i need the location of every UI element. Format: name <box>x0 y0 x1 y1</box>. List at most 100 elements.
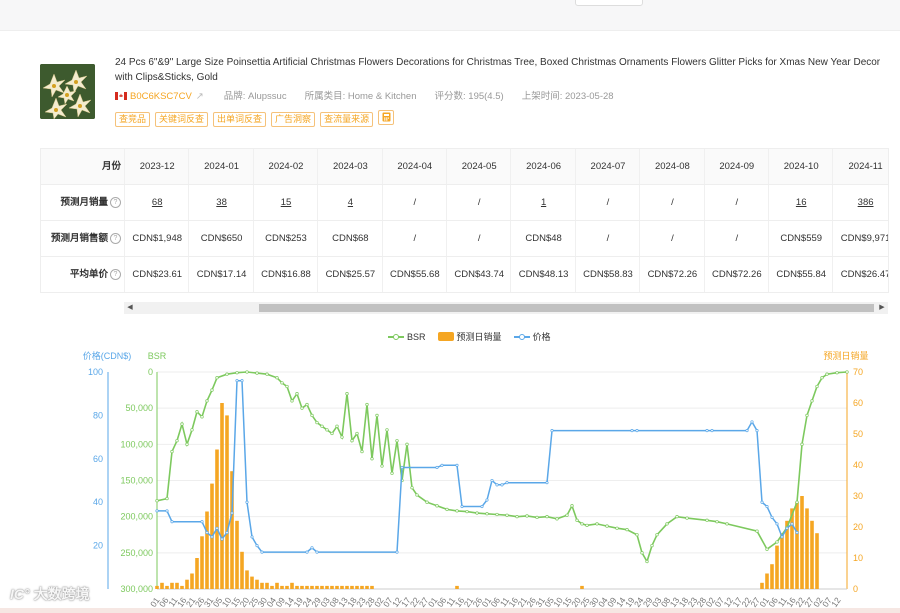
bsr-point <box>675 515 679 519</box>
product-title[interactable]: 24 Pcs 6"&9" Large Size Poinsettia Artif… <box>115 57 881 83</box>
scrollbar-thumb[interactable] <box>259 304 874 312</box>
bsr-point <box>380 464 384 468</box>
row-label-monthly-revenue: 预测月销售额? <box>41 221 121 256</box>
price-point <box>155 509 159 513</box>
tag-ad-insight[interactable]: 广告洞察 <box>271 112 316 127</box>
scroll-left-icon[interactable]: ◀ <box>127 304 133 311</box>
bsr-point <box>330 431 334 436</box>
bsr-point <box>405 442 409 446</box>
daily-sales-bar <box>780 533 784 589</box>
daily-sales-bar <box>195 558 199 589</box>
bsr-point <box>310 413 314 418</box>
table-cell[interactable]: 4 <box>317 185 382 220</box>
table-cell: CDN$55.68 <box>381 257 447 292</box>
scroll-right-icon[interactable]: ▶ <box>879 304 885 311</box>
table-cell: CDN$25.57 <box>317 257 382 292</box>
legend-item-price[interactable]: 价格 <box>513 330 551 343</box>
price-tick-label: 100 <box>88 367 103 377</box>
daily-sales-bar <box>160 582 164 589</box>
month-header-cell: 2024-11 <box>832 149 888 184</box>
daily-sales-bar <box>795 502 799 589</box>
daily-sales-bar <box>185 579 189 589</box>
daily-sales-bar <box>370 585 374 589</box>
asin-link[interactable]: B0C6KSC7CV <box>130 91 192 102</box>
daily-sales-bar <box>240 551 244 589</box>
rating-text: 评分数: 195(4.5) <box>434 91 504 102</box>
bsr-point <box>445 507 449 512</box>
bsr-point <box>505 513 509 517</box>
bsr-point <box>640 551 644 555</box>
table-cell[interactable]: 38 <box>188 185 253 220</box>
bsr-point <box>245 370 249 374</box>
bsr-point <box>415 493 419 497</box>
table-row: 预测月销量? 68 38 15 4//1///16 386 <box>41 185 888 221</box>
price-point <box>440 463 444 467</box>
price-point <box>240 379 244 383</box>
chart-canvas: 价格(CDN$) BSR 预测日销量10080604020050,000100,00… <box>83 350 869 609</box>
table-cell: CDN$23.61 <box>124 257 189 292</box>
bsr-point <box>515 515 519 519</box>
table-cell: CDN$72.26 <box>639 257 704 292</box>
table-horizontal-scrollbar[interactable]: ◀ ▶ <box>124 302 888 314</box>
daily-sales-bar <box>765 573 769 589</box>
price-tick-label: 20 <box>93 541 103 551</box>
bsr-point <box>235 371 239 375</box>
poinsettia-flower-thumbnail <box>40 64 95 119</box>
table-cell[interactable]: 386 <box>832 185 888 220</box>
calculator-icon[interactable] <box>378 110 395 125</box>
question-circle-icon[interactable]: ? <box>110 269 121 280</box>
product-thumbnail[interactable] <box>40 64 95 119</box>
tag-keyword-reverse[interactable]: 关键词反查 <box>155 112 209 127</box>
date-range-field[interactable] <box>575 0 643 6</box>
table-cell: CDN$650 <box>188 221 253 256</box>
launch-date-text: 上架时间: 2023-05-28 <box>521 91 614 102</box>
month-header-cell: 2024-04 <box>381 149 447 184</box>
tag-competitors[interactable]: 查竞品 <box>115 112 151 127</box>
legend-item-daily-sales[interactable]: 预测日销量 <box>437 330 502 343</box>
bsr-tick-label: 200,000 <box>120 512 153 522</box>
question-circle-icon[interactable]: ? <box>110 197 121 208</box>
bsr-point <box>385 428 389 432</box>
bsr-point <box>170 449 174 454</box>
price-point <box>630 429 634 433</box>
bsr-point <box>705 518 709 522</box>
table-cell: CDN$16.88 <box>252 257 318 292</box>
daily-sales-bar <box>790 508 794 589</box>
bsr-point <box>180 422 184 426</box>
table-cell[interactable]: 16 <box>768 185 833 220</box>
price-axis-title: 价格(CDN$) <box>83 350 132 361</box>
bsr-point <box>565 513 569 517</box>
bsr-point <box>685 516 689 520</box>
table-cell: / <box>703 185 769 220</box>
bsr-point <box>800 442 804 446</box>
bsr-point <box>775 540 779 544</box>
daily-sales-bar <box>260 582 264 589</box>
table-cell: CDN$9,971 <box>832 221 888 256</box>
price-point <box>170 520 174 524</box>
bsr-point <box>280 381 284 385</box>
bsr-point <box>210 388 214 392</box>
price-tick-label: 40 <box>93 497 103 507</box>
tag-order-keyword-reverse[interactable]: 出单词反查 <box>213 112 267 127</box>
sales-tick-label: 30 <box>853 491 863 501</box>
table-cell: / <box>381 185 447 220</box>
month-header-cell: 2024-10 <box>768 149 833 184</box>
table-header-row: 月份 2023-12 2024-01 2024-02 2024-03 2024-04 20… <box>41 149 888 185</box>
price-point <box>550 429 554 433</box>
table-cell[interactable]: 15 <box>252 185 318 220</box>
bsr-point <box>625 528 629 532</box>
price-series-line <box>157 379 798 553</box>
table-cell[interactable]: 68 <box>124 185 189 220</box>
month-header-cell: 2024-05 <box>446 149 511 184</box>
tag-traffic-source[interactable]: 查流量来源 <box>320 112 374 127</box>
question-circle-icon[interactable]: ? <box>110 233 121 244</box>
external-link-icon[interactable]: ↗ <box>195 91 204 102</box>
bsr-point <box>810 399 814 403</box>
daily-sales-bar <box>190 573 194 589</box>
daily-sales-bar <box>245 570 249 589</box>
bsr-point <box>295 392 299 396</box>
bsr-point <box>835 371 839 375</box>
table-cell[interactable]: 1 <box>510 185 575 220</box>
legend-item-bsr[interactable]: BSR <box>388 331 426 342</box>
daily-sales-bar <box>155 585 159 589</box>
